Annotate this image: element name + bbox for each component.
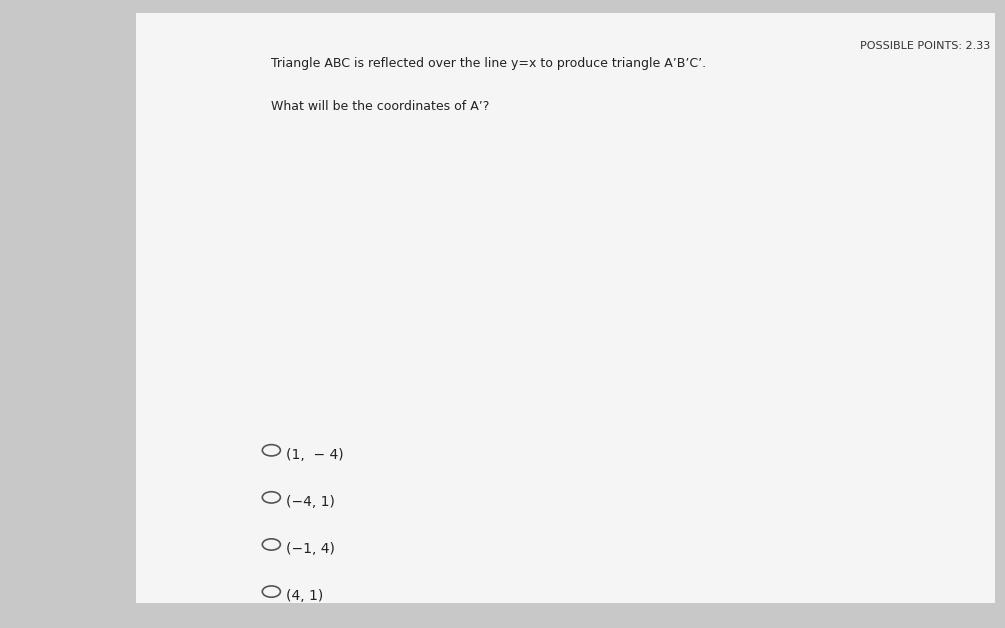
Text: (-1, -2): (-1, -2) [385,295,418,305]
Text: (4, -1): (4, -1) [525,270,554,280]
Text: (2, 2): (2, 2) [456,213,483,223]
Text: A: A [521,288,530,298]
Text: Triangle ABC is reflected over the line y=x to produce triangle A’B’C’.: Triangle ABC is reflected over the line … [271,57,707,70]
Text: y: y [451,80,459,94]
Text: (1,  − 4): (1, − 4) [286,448,344,462]
Text: (−4, 1): (−4, 1) [286,495,336,509]
Text: POSSIBLE POINTS: 2.33: POSSIBLE POINTS: 2.33 [859,41,990,51]
Text: B: B [487,216,496,226]
Text: (4, 1): (4, 1) [286,589,324,603]
Text: C: C [430,308,438,318]
Text: (−1, 4): (−1, 4) [286,542,336,556]
Text: What will be the coordinates of A’?: What will be the coordinates of A’? [271,100,489,114]
Text: x: x [607,247,615,259]
